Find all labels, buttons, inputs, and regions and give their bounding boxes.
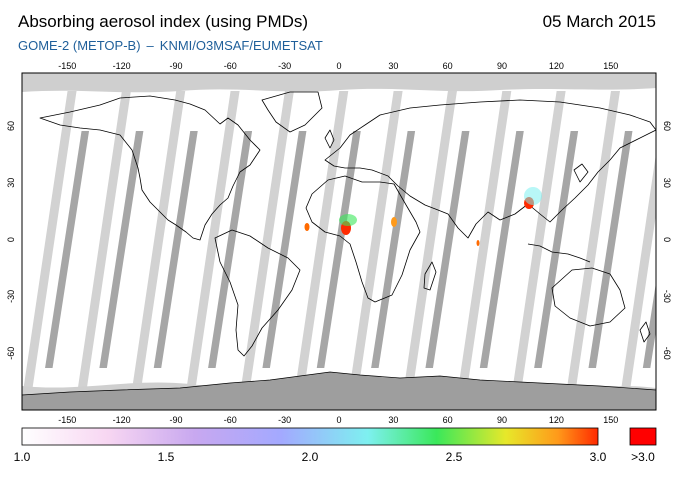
madagascar-coast — [423, 261, 437, 291]
orbit-swath-gap — [512, 91, 566, 388]
hotspot-indian-ocean — [476, 240, 480, 246]
indonesia-coast — [527, 243, 591, 263]
lat-label-right: -30 — [662, 290, 672, 303]
lon-label-bottom: -30 — [278, 415, 291, 425]
orbit-swath-gap-dark — [425, 131, 470, 368]
lon-label-top: -60 — [224, 61, 237, 71]
lon-label-top: 30 — [388, 61, 398, 71]
map-subtitle: GOME-2 (METOP-B) – KNMI/O3MSAF/EUMETSAT — [18, 38, 323, 53]
lon-label-top: -90 — [169, 61, 182, 71]
map-date: 05 March 2015 — [542, 12, 656, 31]
greenland-coast — [261, 91, 323, 133]
lat-label-left: -30 — [6, 290, 16, 303]
instrument-label: GOME-2 (METOP-B) — [18, 38, 141, 53]
lat-label-right: 60 — [662, 121, 672, 131]
antarctica — [22, 371, 656, 410]
lon-label-top: -30 — [278, 61, 291, 71]
orbit-swath-gap-dark — [153, 131, 198, 368]
arctic-polar-band — [22, 73, 656, 93]
orbit-swath-gap — [621, 153, 656, 388]
orbit-swath-gap — [77, 91, 131, 388]
colorbar-overflow-box — [629, 427, 657, 446]
map-frame — [21, 72, 657, 411]
north-america-coast — [39, 95, 261, 241]
orbit-swath-gap-dark — [208, 131, 253, 368]
source-label: KNMI/O3MSAF/EUMETSAT — [159, 38, 323, 53]
eurasia-coast — [324, 99, 656, 239]
colorbar-label-3-0: 3.0 — [590, 450, 607, 464]
lon-label-bottom: 120 — [549, 415, 564, 425]
orbit-swath-gap — [23, 91, 77, 388]
lon-label-top: 90 — [497, 61, 507, 71]
colorbar: 1.0 1.5 2.0 2.5 3.0 >3.0 — [14, 427, 657, 464]
graticule-labels: -150 -150 -120 -120 -90 -90 -60 -60 -30 -30 0 0 30 30… — [6, 61, 672, 425]
lon-label-bottom: 60 — [443, 415, 453, 425]
lon-label-bottom: 90 — [497, 415, 507, 425]
lat-label-left: 60 — [6, 121, 16, 131]
orbit-swath-gap — [295, 91, 349, 388]
aerosol-hotspots — [304, 187, 542, 246]
orbit-swath-gap-dark — [45, 131, 90, 368]
lat-label-left: -60 — [6, 347, 16, 360]
colorbar-label-1-5: 1.5 — [158, 450, 175, 464]
lat-label-left: 30 — [6, 178, 16, 188]
colorbar-gradient — [21, 427, 599, 446]
orbit-swath-gap — [240, 91, 294, 388]
hotspot-central-africa — [391, 217, 397, 227]
hotspot-sahel — [304, 223, 310, 231]
hotspot-west-africa-halo — [339, 214, 357, 226]
orbit-swath-gap-dark — [588, 131, 633, 368]
orbit-swath-gap-dark — [642, 282, 656, 368]
coastlines — [39, 91, 656, 357]
colorbar-label-overflow: >3.0 — [631, 450, 655, 464]
lon-label-top: 120 — [549, 61, 564, 71]
lon-label-bottom: 30 — [388, 415, 398, 425]
orbit-swath-gap-dark — [534, 131, 579, 368]
orbit-swath-gap — [186, 91, 240, 388]
lat-label-right: 30 — [662, 178, 672, 188]
orbit-swath-gap — [458, 91, 512, 388]
orbit-swath-gap-dark — [99, 131, 144, 368]
colorbar-label-2-0: 2.0 — [302, 450, 319, 464]
lon-label-bottom: -150 — [58, 415, 76, 425]
subtitle-separator: – — [146, 38, 154, 53]
lon-label-bottom: -120 — [113, 415, 131, 425]
lat-label-left: 0 — [6, 237, 16, 242]
lon-label-top: -150 — [58, 61, 76, 71]
map-title: Absorbing aerosol index (using PMDs) — [18, 12, 309, 31]
hotspot-east-asia-halo — [524, 187, 542, 205]
uk-coast — [324, 129, 335, 149]
lon-label-bottom: -60 — [224, 415, 237, 425]
lat-label-right: 0 — [662, 237, 672, 242]
south-america-coast — [214, 229, 301, 357]
japan-coast — [573, 163, 589, 183]
africa-coast — [305, 175, 421, 303]
lon-label-top: -120 — [113, 61, 131, 71]
orbit-swath-gap — [349, 91, 403, 388]
lat-label-right: -60 — [662, 347, 672, 360]
orbit-swath-gap-dark — [316, 131, 361, 368]
lon-label-bottom: 0 — [336, 415, 341, 425]
lon-label-top: 60 — [443, 61, 453, 71]
orbit-swaths — [23, 91, 656, 388]
map-area — [22, 73, 656, 410]
orbit-swath-gap-dark — [371, 131, 416, 368]
orbit-swath-gap-dark — [479, 131, 524, 368]
australia-coast — [551, 267, 626, 327]
orbit-swath-gap — [403, 91, 457, 388]
lon-label-top: 0 — [336, 61, 341, 71]
orbit-swath-gap — [566, 91, 620, 388]
colorbar-label-1-0: 1.0 — [14, 450, 31, 464]
lon-label-bottom: -90 — [169, 415, 182, 425]
new-zealand-coast — [639, 321, 651, 343]
orbit-swath-gap-dark — [262, 131, 307, 368]
lon-label-top: 150 — [603, 61, 618, 71]
colorbar-label-2-5: 2.5 — [446, 450, 463, 464]
lon-label-bottom: 150 — [603, 415, 618, 425]
orbit-swath-gap — [132, 91, 186, 388]
